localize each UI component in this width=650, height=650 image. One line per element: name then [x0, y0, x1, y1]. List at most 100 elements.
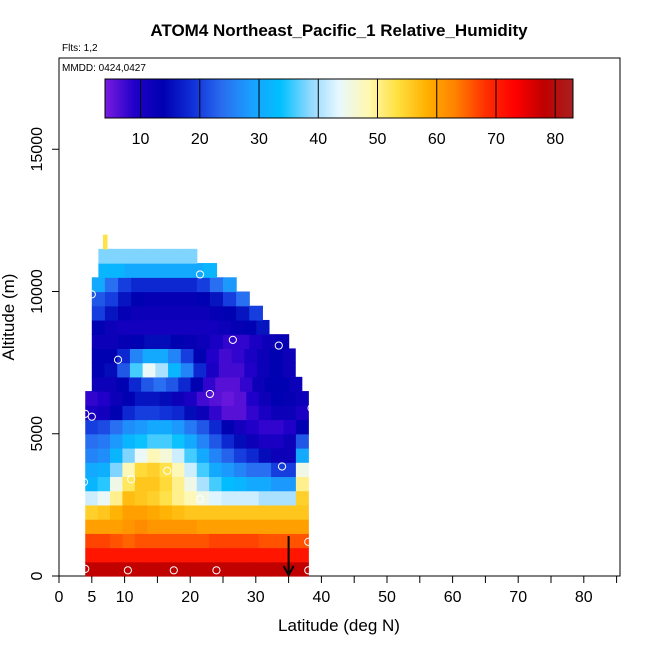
heatmap-cell: [159, 561, 173, 577]
heatmap-cell: [122, 433, 136, 449]
heatmap-cell: [134, 561, 148, 577]
heatmap-cell: [91, 277, 106, 293]
heatmap-cell: [231, 348, 245, 364]
heatmap-cell: [233, 419, 247, 435]
heatmap-cell: [168, 348, 182, 364]
heatmap-cell: [230, 319, 245, 335]
heatmap-cell: [258, 490, 272, 506]
heatmap-cell: [184, 504, 198, 520]
heatmap-cell: [203, 263, 218, 278]
heatmap-cell: [147, 533, 161, 549]
heatmap-cell: [221, 504, 235, 520]
heatmap-cell: [233, 476, 247, 492]
heatmap-cell: [196, 433, 210, 449]
heatmap-cell: [147, 433, 161, 449]
heatmap-cell: [180, 362, 195, 378]
sample-point: [212, 566, 221, 575]
heatmap-cell: [223, 277, 237, 293]
heatmap-cell: [193, 319, 207, 335]
heatmap-cell: [178, 376, 192, 392]
heatmap-cell: [85, 462, 99, 478]
heatmap-cell: [295, 391, 309, 406]
heatmap-cell: [271, 405, 285, 421]
heatmap-cell: [155, 362, 169, 378]
heatmap-cell: [110, 248, 124, 264]
heatmap-cell: [171, 405, 185, 421]
heatmap-cell: [147, 476, 161, 492]
heatmap-cell: [196, 447, 210, 463]
heatmap-cell: [147, 405, 161, 421]
heatmap-cell: [233, 561, 247, 577]
heatmap-cell: [184, 547, 198, 563]
heatmap-cell: [144, 334, 158, 349]
heatmap-cell: [236, 305, 250, 321]
heatmap-cell: [159, 504, 173, 520]
heatmap-cell: [258, 447, 272, 463]
sample-point: [195, 270, 205, 279]
heatmap-cell: [246, 490, 260, 506]
heatmap-cell: [196, 391, 210, 406]
heatmap-cell: [271, 519, 285, 534]
x-tick-label: 30: [247, 589, 265, 606]
heatmap-cell: [209, 490, 223, 506]
heatmap-cell: [283, 547, 297, 563]
heatmap-cell: [196, 277, 211, 293]
sample-point: [277, 462, 287, 471]
heatmap-cell: [246, 519, 260, 534]
y-axis-label: Altitude (m): [0, 274, 18, 361]
heatmap-cell: [122, 533, 136, 549]
heatmap-cell: [134, 490, 148, 506]
heatmap-cell: [277, 376, 290, 392]
heatmap-cell: [295, 462, 309, 478]
heatmap-cell: [184, 248, 198, 264]
heatmap-cell: [209, 504, 223, 520]
heatmap-cell: [184, 391, 198, 406]
heatmap-cell: [258, 547, 272, 563]
heatmap-cell: [295, 405, 309, 421]
heatmap-cell: [168, 362, 182, 378]
heatmap-cell: [295, 447, 309, 463]
arrow-head: [282, 565, 295, 578]
heatmap-cell: [122, 405, 136, 421]
heatmap-cell: [221, 490, 235, 506]
heatmap-cell: [246, 547, 260, 563]
heatmap-cell: [184, 533, 198, 549]
heatmap-cell: [171, 561, 185, 577]
heatmap-cell: [171, 504, 185, 520]
heatmap-cell: [97, 419, 111, 435]
heatmap-cell: [295, 419, 309, 435]
heatmap-cell: [110, 462, 124, 478]
heatmap-cell: [116, 376, 130, 392]
heatmap-cell: [184, 561, 198, 577]
y-axis: 0 5000 10000 15000: [29, 127, 59, 580]
heatmap-cell: [233, 490, 247, 506]
sample-points: [79, 270, 316, 575]
heatmap-cell: [239, 376, 253, 392]
heatmap-cell: [227, 376, 241, 392]
heatmap-cell: [218, 319, 232, 335]
heatmap-cell: [170, 291, 185, 307]
heatmap-cell: [110, 405, 124, 421]
heatmap-cell: [157, 277, 172, 293]
heatmap-cell: [85, 419, 99, 435]
heatmap-cell: [283, 519, 297, 534]
heatmap-cell: [118, 277, 132, 293]
heatmap-cell: [110, 447, 124, 463]
heatmap-cell: [85, 561, 99, 577]
heatmap-cell: [159, 547, 173, 563]
heatmap-cell: [91, 291, 106, 307]
sample-point: [113, 355, 123, 364]
sample-point: [163, 466, 172, 475]
heatmap-cell: [221, 519, 235, 534]
heatmap-cell: [159, 433, 173, 449]
heatmap-cell: [193, 362, 207, 378]
heatmap-cell: [131, 305, 145, 321]
heatmap-cell: [209, 405, 223, 421]
heatmap-cell: [236, 291, 250, 307]
heatmap-cell: [122, 490, 136, 506]
colorbar-gradient: [104, 78, 574, 119]
heatmap-cell: [258, 391, 272, 406]
colorbar-ticks: 10 20 30 40 50 60 70 80: [132, 79, 564, 148]
heatmap-cell: [134, 391, 148, 406]
